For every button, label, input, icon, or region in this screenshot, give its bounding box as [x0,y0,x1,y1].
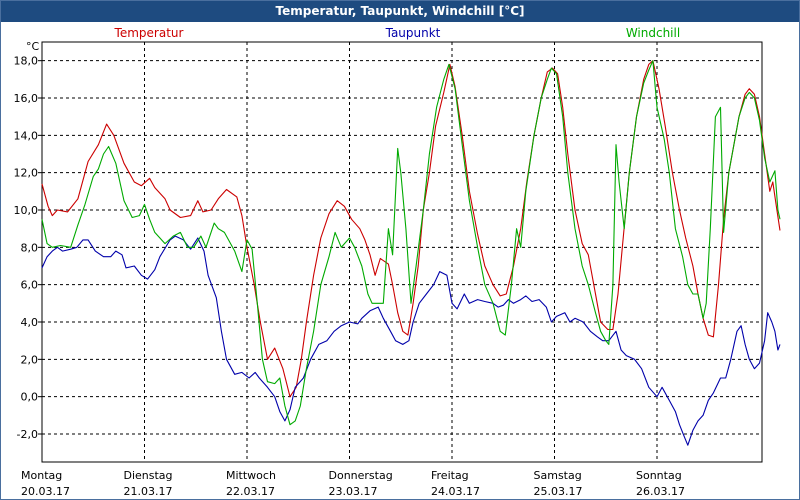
x-tick-date: 26.03.17 [636,485,685,498]
y-tick-label: 6,0 [21,279,39,292]
x-tick-day: Montag [21,469,62,482]
y-tick-label: 12,0 [14,167,39,180]
y-tick-label: 2,0 [21,353,39,366]
series-line-windchill [41,60,781,426]
x-tick-day: Donnerstag [329,469,393,482]
x-tick-day: Dienstag [124,469,173,482]
chart-area: 18,016,014,012,010,08,06,04,02,00,0-2,0 … [14,26,781,498]
x-tick-date: 25.03.17 [534,485,583,498]
x-tick-date: 20.03.17 [21,485,70,498]
y-tick-label: 16,0 [14,92,39,105]
x-tick-day: Sonntag [636,469,682,482]
x-tick-date: 24.03.17 [431,485,480,498]
x-tick-date: 23.03.17 [329,485,378,498]
x-tick-date: 22.03.17 [226,485,275,498]
y-tick-label: 14,0 [14,129,39,142]
legend-taupunkt: Taupunkt [385,26,441,40]
y-tick-label: 4,0 [21,316,39,329]
legend-temperatur: Temperatur [114,26,184,40]
legend-windchill: Windchill [626,26,680,40]
y-tick-label: 18,0 [14,55,39,68]
y-tick-label: -2,0 [17,428,38,441]
y-tick-label: 8,0 [21,241,39,254]
y-axis-label: °C [26,40,40,53]
plot-border [41,41,763,463]
window-title: Temperatur, Taupunkt, Windchill [°C] [1,1,799,22]
x-tick-day: Freitag [431,469,469,482]
series-line-temperatur [41,60,781,398]
x-tick-day: Mittwoch [226,469,276,482]
series-line-taupunkt [41,235,781,446]
x-tick-day: Samstag [534,469,582,482]
y-tick-label: 0,0 [21,391,39,404]
y-tick-label: 10,0 [14,204,39,217]
x-tick-date: 21.03.17 [124,485,173,498]
